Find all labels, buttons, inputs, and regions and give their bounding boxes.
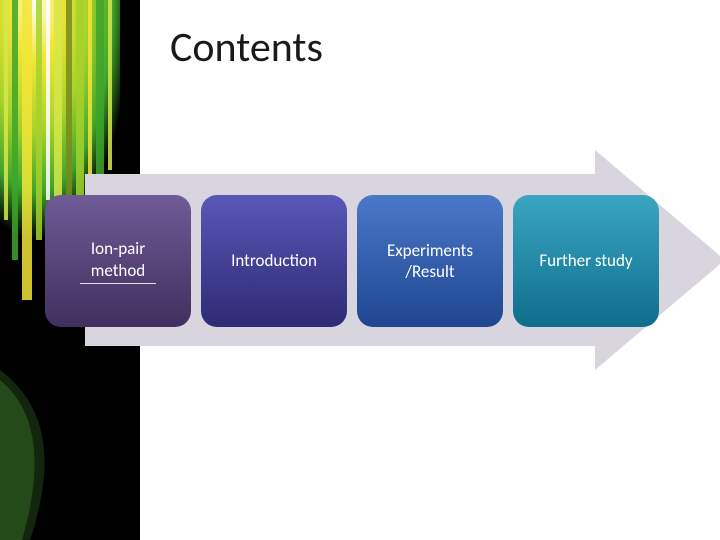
step-label: Ion-pair method	[91, 238, 145, 280]
step-ion-pair-method: Ion-pair method	[45, 195, 191, 327]
step-label: Experiments /Result	[387, 240, 473, 282]
process-steps: Ion-pair method Introduction Experiments…	[45, 195, 659, 327]
step-introduction: Introduction	[201, 195, 347, 327]
step-underline	[80, 283, 156, 284]
page-title: Contents	[170, 22, 323, 73]
step-experiments-result: Experiments /Result	[357, 195, 503, 327]
step-further-study: Further study	[513, 195, 659, 327]
step-label: Introduction	[231, 250, 317, 271]
step-label: Further study	[539, 250, 632, 271]
